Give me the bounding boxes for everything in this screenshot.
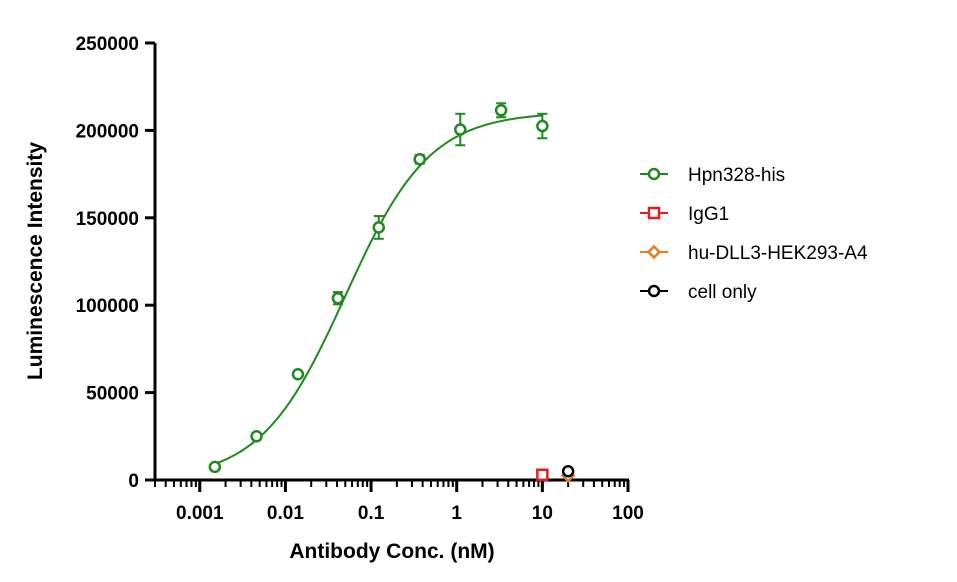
data-point-hpn328-his	[250, 430, 263, 443]
legend: Hpn328-his IgG1 hu-DLL3-HEK293-A4 cell only	[640, 165, 868, 303]
legend-marker-hu-dll3-hek293-a4	[646, 244, 662, 260]
y-tick-label: 200000	[76, 121, 139, 142]
x-tick-label: 0.01	[267, 503, 304, 524]
y-tick-label: 0	[128, 471, 139, 492]
x-tick-label: 100	[612, 503, 644, 524]
legend-label-hpn328-his: Hpn328-his	[688, 165, 785, 186]
y-tick-label: 250000	[76, 34, 139, 55]
legend-marker-igg1	[647, 206, 661, 220]
data-point-hpn328-his	[331, 291, 345, 305]
x-tick-label: 0.1	[358, 503, 385, 524]
data-point-hpn328-his	[536, 119, 549, 133]
data-point-hpn328-his	[208, 460, 222, 474]
data-point-hpn328-his	[454, 123, 467, 136]
data-point-hpn328-his	[372, 221, 386, 234]
legend-label-cell-only: cell only	[688, 282, 757, 303]
data-point-hpn328-his	[291, 367, 305, 381]
fit-curves	[214, 114, 543, 465]
x-axis-title: Antibody Conc. (nM)	[289, 540, 494, 563]
y-tick-label: 50000	[86, 384, 139, 405]
data-point-cell-only	[561, 465, 575, 478]
x-tick-label: 10	[532, 503, 553, 524]
fit-curve-hpn328-his	[214, 114, 543, 465]
data-point-hpn328-his	[413, 152, 426, 166]
x-tick-label: 1	[451, 503, 462, 524]
data-point-hpn328-his	[494, 104, 508, 117]
legend-label-hu-dll3-hek293-a4: hu-DLL3-HEK293-A4	[688, 243, 868, 264]
axes: 0 50000 100000 150000 200000 250000 0.001 0.01 0…	[76, 34, 644, 524]
legend-label-igg1: IgG1	[688, 204, 729, 225]
data-point-igg1	[536, 468, 549, 482]
data-marks	[208, 102, 576, 483]
y-axis-title: Luminescence Intensity	[24, 142, 47, 380]
legend-marker-hpn328-his	[647, 167, 661, 181]
x-tick-label: 0.001	[176, 503, 224, 524]
y-tick-label: 100000	[76, 296, 139, 317]
legend-marker-cell-only	[647, 284, 661, 298]
y-tick-label: 150000	[76, 209, 139, 230]
